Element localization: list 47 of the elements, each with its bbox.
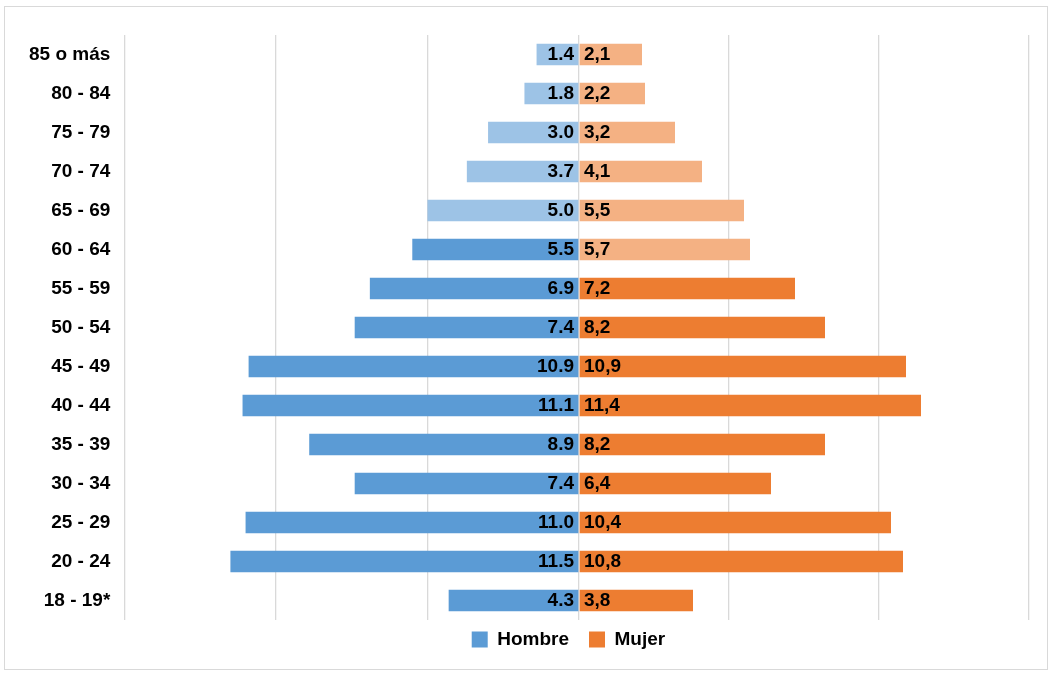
- data-label: 4,1: [584, 159, 611, 181]
- legend-label: Mujer: [614, 627, 666, 649]
- y-tick-label: 25 - 29: [51, 510, 111, 532]
- data-label: 10,8: [584, 549, 621, 571]
- data-label: 6,4: [584, 471, 611, 493]
- data-label: 11.1: [538, 393, 575, 415]
- data-label: 5.0: [547, 198, 574, 220]
- y-tick-label: 35 - 39: [51, 432, 111, 454]
- data-label: 2,1: [584, 42, 611, 64]
- y-tick-label: 30 - 34: [51, 471, 111, 493]
- data-label: 7.4: [547, 315, 575, 337]
- y-tick-label: 85 o más: [29, 42, 111, 64]
- y-tick-label: 45 - 49: [51, 354, 111, 376]
- data-label: 3.0: [547, 120, 574, 142]
- y-tick-label: 80 - 84: [51, 81, 111, 103]
- y-tick-label: 75 - 79: [51, 120, 111, 142]
- data-label: 2,2: [584, 81, 611, 103]
- data-label: 5,5: [584, 198, 611, 220]
- legend-label: Hombre: [497, 627, 570, 649]
- data-label: 11.0: [538, 510, 574, 532]
- y-tick-label: 18 - 19*: [43, 588, 111, 610]
- data-label: 10,9: [584, 354, 621, 376]
- data-label: 5,7: [584, 237, 611, 259]
- y-tick-label: 60 - 64: [51, 237, 111, 259]
- y-tick-label: 65 - 69: [51, 198, 111, 220]
- y-tick-label: 40 - 44: [51, 393, 111, 415]
- data-label: 7,2: [584, 276, 611, 298]
- data-label: 11,4: [584, 393, 621, 415]
- data-label: 8,2: [584, 315, 611, 337]
- data-label: 1.4: [547, 42, 575, 64]
- data-label: 4.3: [547, 588, 574, 610]
- y-tick-label: 50 - 54: [51, 315, 111, 337]
- data-label: 3,8: [584, 588, 611, 610]
- y-tick-label: 55 - 59: [51, 276, 111, 298]
- data-label: 11.5: [538, 549, 575, 571]
- data-label: 3,2: [584, 120, 611, 142]
- data-label: 3.7: [547, 159, 574, 181]
- data-label: 6.9: [547, 276, 574, 298]
- data-label: 10,4: [584, 510, 622, 532]
- data-label: 10.9: [537, 354, 574, 376]
- data-label: 7.4: [547, 471, 575, 493]
- y-tick-label: 70 - 74: [51, 159, 111, 181]
- data-label: 1.8: [547, 81, 574, 103]
- data-label: 8.9: [547, 432, 574, 454]
- data-label: 8,2: [584, 432, 611, 454]
- data-label: 5.5: [547, 237, 575, 259]
- y-tick-label: 20 - 24: [51, 549, 111, 571]
